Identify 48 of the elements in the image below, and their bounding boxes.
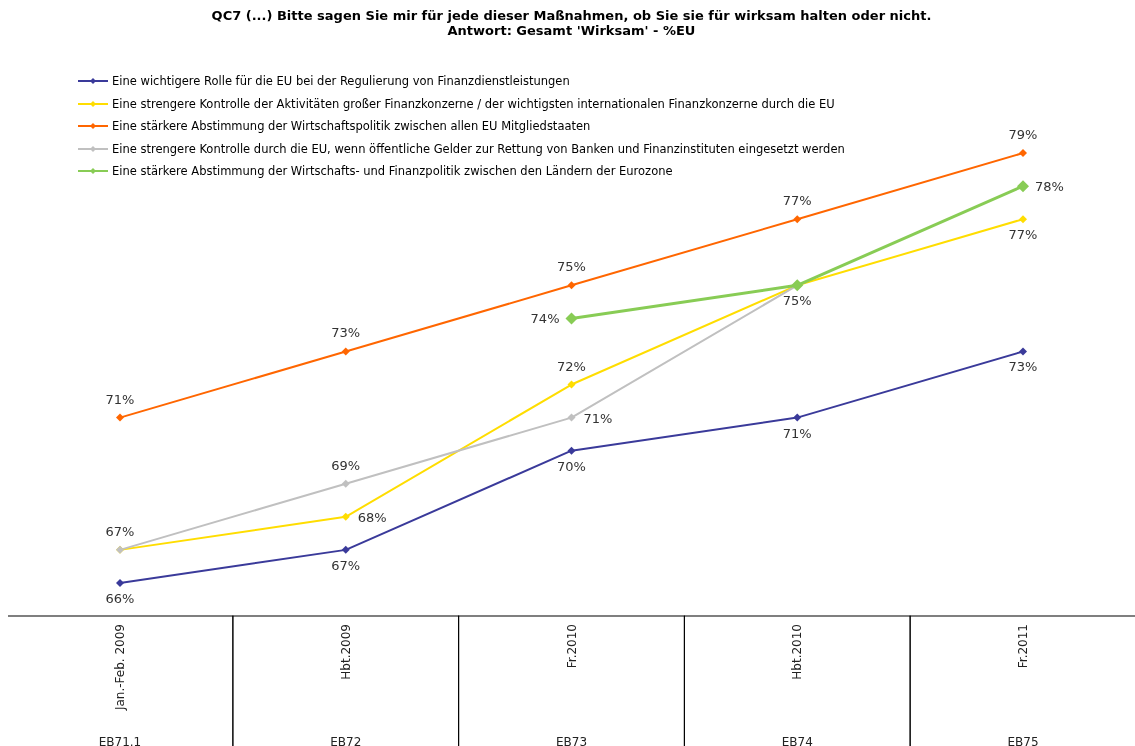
- chart-subtitle: Antwort: Gesamt 'Wirksam' - %EU: [446, 23, 697, 38]
- legend-label: Eine wichtigere Rolle für die EU bei der Regulierung von Finanzdienstleistungen: [112, 73, 570, 90]
- chart-title: QC7 (...) Bitte sagen Sie mir für jede dieser Maßnahmen, ob Sie sie für wirksam halten oder nicht.: [210, 8, 933, 23]
- legend-label: Eine strengere Kontrolle durch die EU, wenn öffentliche Gelder zur Rettung von Banken und Finanzinstituten eingesetzt werden: [112, 140, 845, 158]
- point: [341, 545, 350, 554]
- legend-label: Eine stärkere Abstimmung der Wirtschafts- und Finanzpolitik zwischen den Ländern der Eurozone: [112, 163, 673, 180]
- point: [1019, 215, 1027, 224]
- data-label: 72%: [557, 358, 586, 374]
- point: [1019, 149, 1027, 158]
- category-label: Fr.2011 EB75: [1007, 624, 1039, 746]
- point: [1017, 180, 1029, 193]
- data-label: 68%: [357, 509, 387, 525]
- point: [567, 446, 576, 455]
- data-label: 78%: [1035, 179, 1064, 195]
- point: [341, 479, 350, 488]
- data-label: 66%: [105, 590, 135, 606]
- point: [567, 413, 576, 422]
- data-label: 71%: [105, 391, 135, 407]
- point: [116, 413, 124, 422]
- data-label: 77%: [782, 193, 812, 209]
- point: [341, 512, 350, 521]
- data-label: 74%: [530, 311, 560, 327]
- category-label: Hbt.2009 EB72: [330, 624, 362, 746]
- point: [341, 347, 350, 356]
- data-label: 67%: [331, 557, 361, 573]
- data-label: 77%: [1008, 227, 1038, 243]
- category-label: Jan.-Feb. 2009 EB71.1: [98, 624, 142, 746]
- category-label: Fr.2010 EB73: [555, 624, 588, 746]
- point: [567, 281, 576, 290]
- data-label: 79%: [1008, 127, 1038, 143]
- data-label: 70%: [557, 458, 586, 474]
- data-label: 69%: [331, 457, 361, 473]
- point: [1019, 347, 1027, 356]
- data-label: 67%: [105, 523, 135, 539]
- data-label: 73%: [1008, 359, 1038, 375]
- data-label: 75%: [782, 293, 812, 309]
- point: [793, 413, 802, 422]
- data-label: 73%: [331, 325, 361, 341]
- point: [565, 312, 578, 325]
- data-label: 71%: [583, 410, 613, 426]
- data-label: 71%: [782, 425, 812, 441]
- point: [567, 380, 576, 389]
- point: [793, 215, 802, 224]
- category-label: Hbt.2010 EB74: [781, 624, 813, 746]
- legend-label: Eine strengere Kontrolle der Aktivitäten großer Finanzkonzerne / der wichtigsten internationalen Finanzkonzerne durch die EU: [112, 95, 835, 113]
- data-label: 75%: [557, 259, 586, 275]
- point: [116, 578, 124, 587]
- legend-label: Eine stärkere Abstimmung der Wirtschaftspolitik zwischen allen EU Mitgliedstaaten: [112, 118, 591, 135]
